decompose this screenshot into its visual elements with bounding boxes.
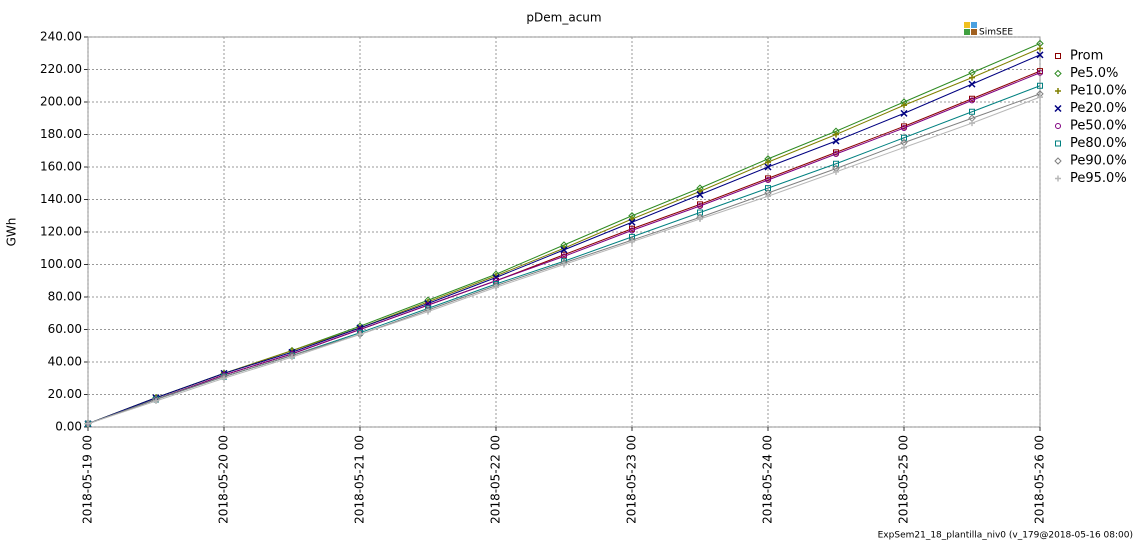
y-tick-label: 200.00 — [40, 95, 82, 109]
marker — [1055, 88, 1061, 94]
marker — [1055, 140, 1061, 147]
marker — [561, 261, 567, 268]
y-tick-label: 60.00 — [48, 322, 82, 336]
marker — [425, 308, 431, 315]
x-tick-label: 2018-05-20 00 — [217, 435, 231, 524]
marker — [1055, 123, 1061, 129]
logo-square — [964, 29, 970, 35]
legend-label: Prom — [1070, 49, 1103, 64]
marker — [765, 177, 771, 183]
y-tick-label: 240.00 — [40, 30, 82, 44]
logo-square — [971, 29, 977, 35]
marker — [697, 188, 703, 195]
marker — [969, 120, 975, 127]
logo-square — [964, 22, 970, 28]
y-tick-label: 0.00 — [55, 420, 82, 434]
x-tick-label: 2018-05-23 00 — [625, 435, 639, 524]
marker — [1055, 53, 1061, 59]
marker — [969, 74, 975, 81]
x-tick-label: 2018-05-25 00 — [897, 435, 911, 524]
legend-label: Pe20.0% — [1070, 101, 1127, 116]
x-tick-label: 2018-05-21 00 — [353, 435, 367, 524]
legend-label: Pe95.0% — [1070, 171, 1127, 186]
marker — [900, 109, 908, 117]
marker — [1036, 51, 1044, 59]
marker — [833, 168, 839, 175]
marker — [1054, 157, 1062, 165]
marker — [628, 218, 636, 226]
marker — [765, 193, 771, 200]
series — [85, 94, 1043, 427]
marker — [1037, 69, 1043, 76]
y-tick-label: 140.00 — [40, 192, 82, 206]
legend-label: Pe50.0% — [1070, 119, 1127, 134]
marker — [901, 125, 907, 131]
x-tick-label: 2018-05-24 00 — [761, 435, 775, 524]
footer: ExpSem21_18_plantilla_niv0 (v_179@2018-0… — [878, 531, 1133, 541]
x-tick-label: 2018-05-19 00 — [81, 435, 95, 524]
marker — [629, 216, 635, 222]
marker — [969, 108, 975, 115]
marker — [629, 227, 635, 234]
y-tick-label: 180.00 — [40, 127, 82, 141]
logo-text: SimSEE — [979, 28, 1013, 38]
marker — [832, 137, 840, 145]
marker — [221, 375, 227, 382]
legend-label: Pe10.0% — [1070, 84, 1127, 99]
marker — [1054, 104, 1062, 113]
y-axis-label: GWh — [5, 218, 19, 247]
marker — [289, 354, 295, 361]
marker — [493, 284, 499, 291]
marker — [901, 102, 907, 109]
y-tick-label: 80.00 — [48, 290, 82, 304]
y-tick-label: 20.00 — [48, 387, 82, 401]
y-tick-label: 40.00 — [48, 355, 82, 369]
marker — [765, 159, 771, 166]
marker — [1037, 82, 1043, 89]
marker — [1037, 94, 1043, 101]
marker — [153, 398, 159, 404]
chart-title: pDem_acum — [526, 11, 601, 25]
legend-label: Pe80.0% — [1070, 136, 1127, 151]
marker — [560, 246, 568, 254]
marker — [629, 238, 635, 245]
marker — [85, 420, 91, 427]
marker — [833, 131, 839, 138]
legend-label: Pe5.0% — [1070, 66, 1118, 81]
y-tick-label: 100.00 — [40, 257, 82, 271]
y-tick-label: 220.00 — [40, 62, 82, 76]
marker — [901, 144, 907, 151]
marker — [764, 163, 772, 171]
marker — [833, 151, 839, 157]
marker — [696, 191, 704, 199]
x-tick-label: 2018-05-22 00 — [489, 435, 503, 524]
series-line — [87, 72, 1041, 425]
marker — [1037, 45, 1043, 52]
marker — [697, 203, 703, 209]
y-tick-label: 160.00 — [40, 160, 82, 174]
logo: SimSEE — [964, 22, 1013, 38]
logo-square — [971, 22, 977, 28]
marker — [357, 331, 363, 338]
marker — [968, 80, 976, 88]
marker — [1055, 175, 1061, 182]
marker — [1054, 69, 1062, 78]
y-tick-label: 120.00 — [40, 225, 82, 239]
x-tick-label: 2018-05-26 00 — [1033, 435, 1047, 524]
marker — [697, 216, 703, 222]
marker — [969, 97, 975, 104]
legend-label: Pe90.0% — [1070, 154, 1127, 169]
